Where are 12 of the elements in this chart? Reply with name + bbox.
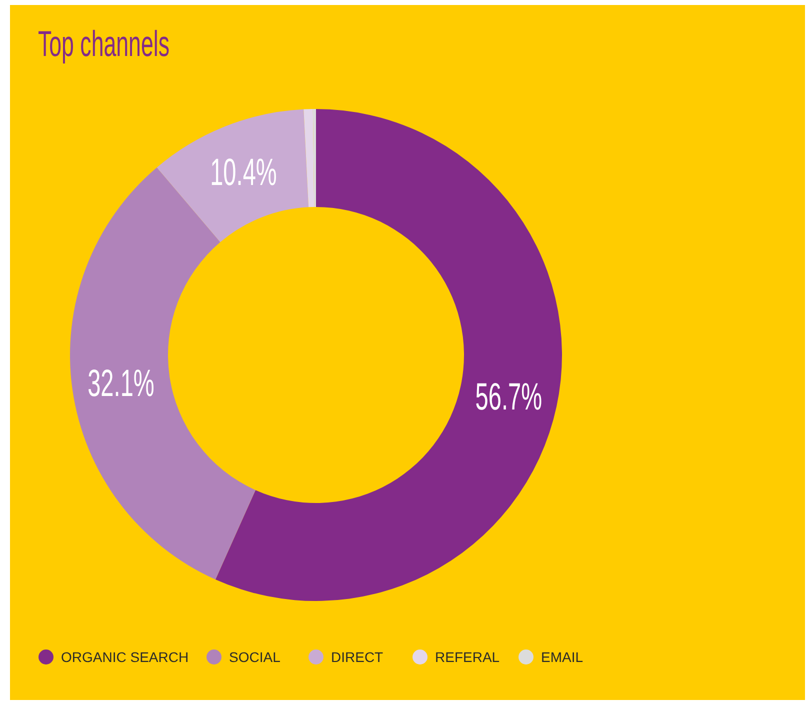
chart-title: Top channels — [38, 24, 170, 64]
data-label: 10.4% — [210, 150, 277, 194]
legend-label: SOCIAL — [229, 648, 281, 665]
legend-label: DIRECT — [331, 648, 384, 665]
legend-label: REFERAL — [435, 648, 500, 665]
data-label: 56.7% — [475, 374, 542, 418]
donut-slice — [312, 109, 316, 208]
legend-label: ORGANIC SEARCH — [61, 648, 189, 665]
legend-label: EMAIL — [541, 648, 584, 665]
donut-slice — [304, 109, 314, 208]
donut-slice — [156, 109, 309, 242]
data-label: 32.1% — [88, 361, 154, 404]
